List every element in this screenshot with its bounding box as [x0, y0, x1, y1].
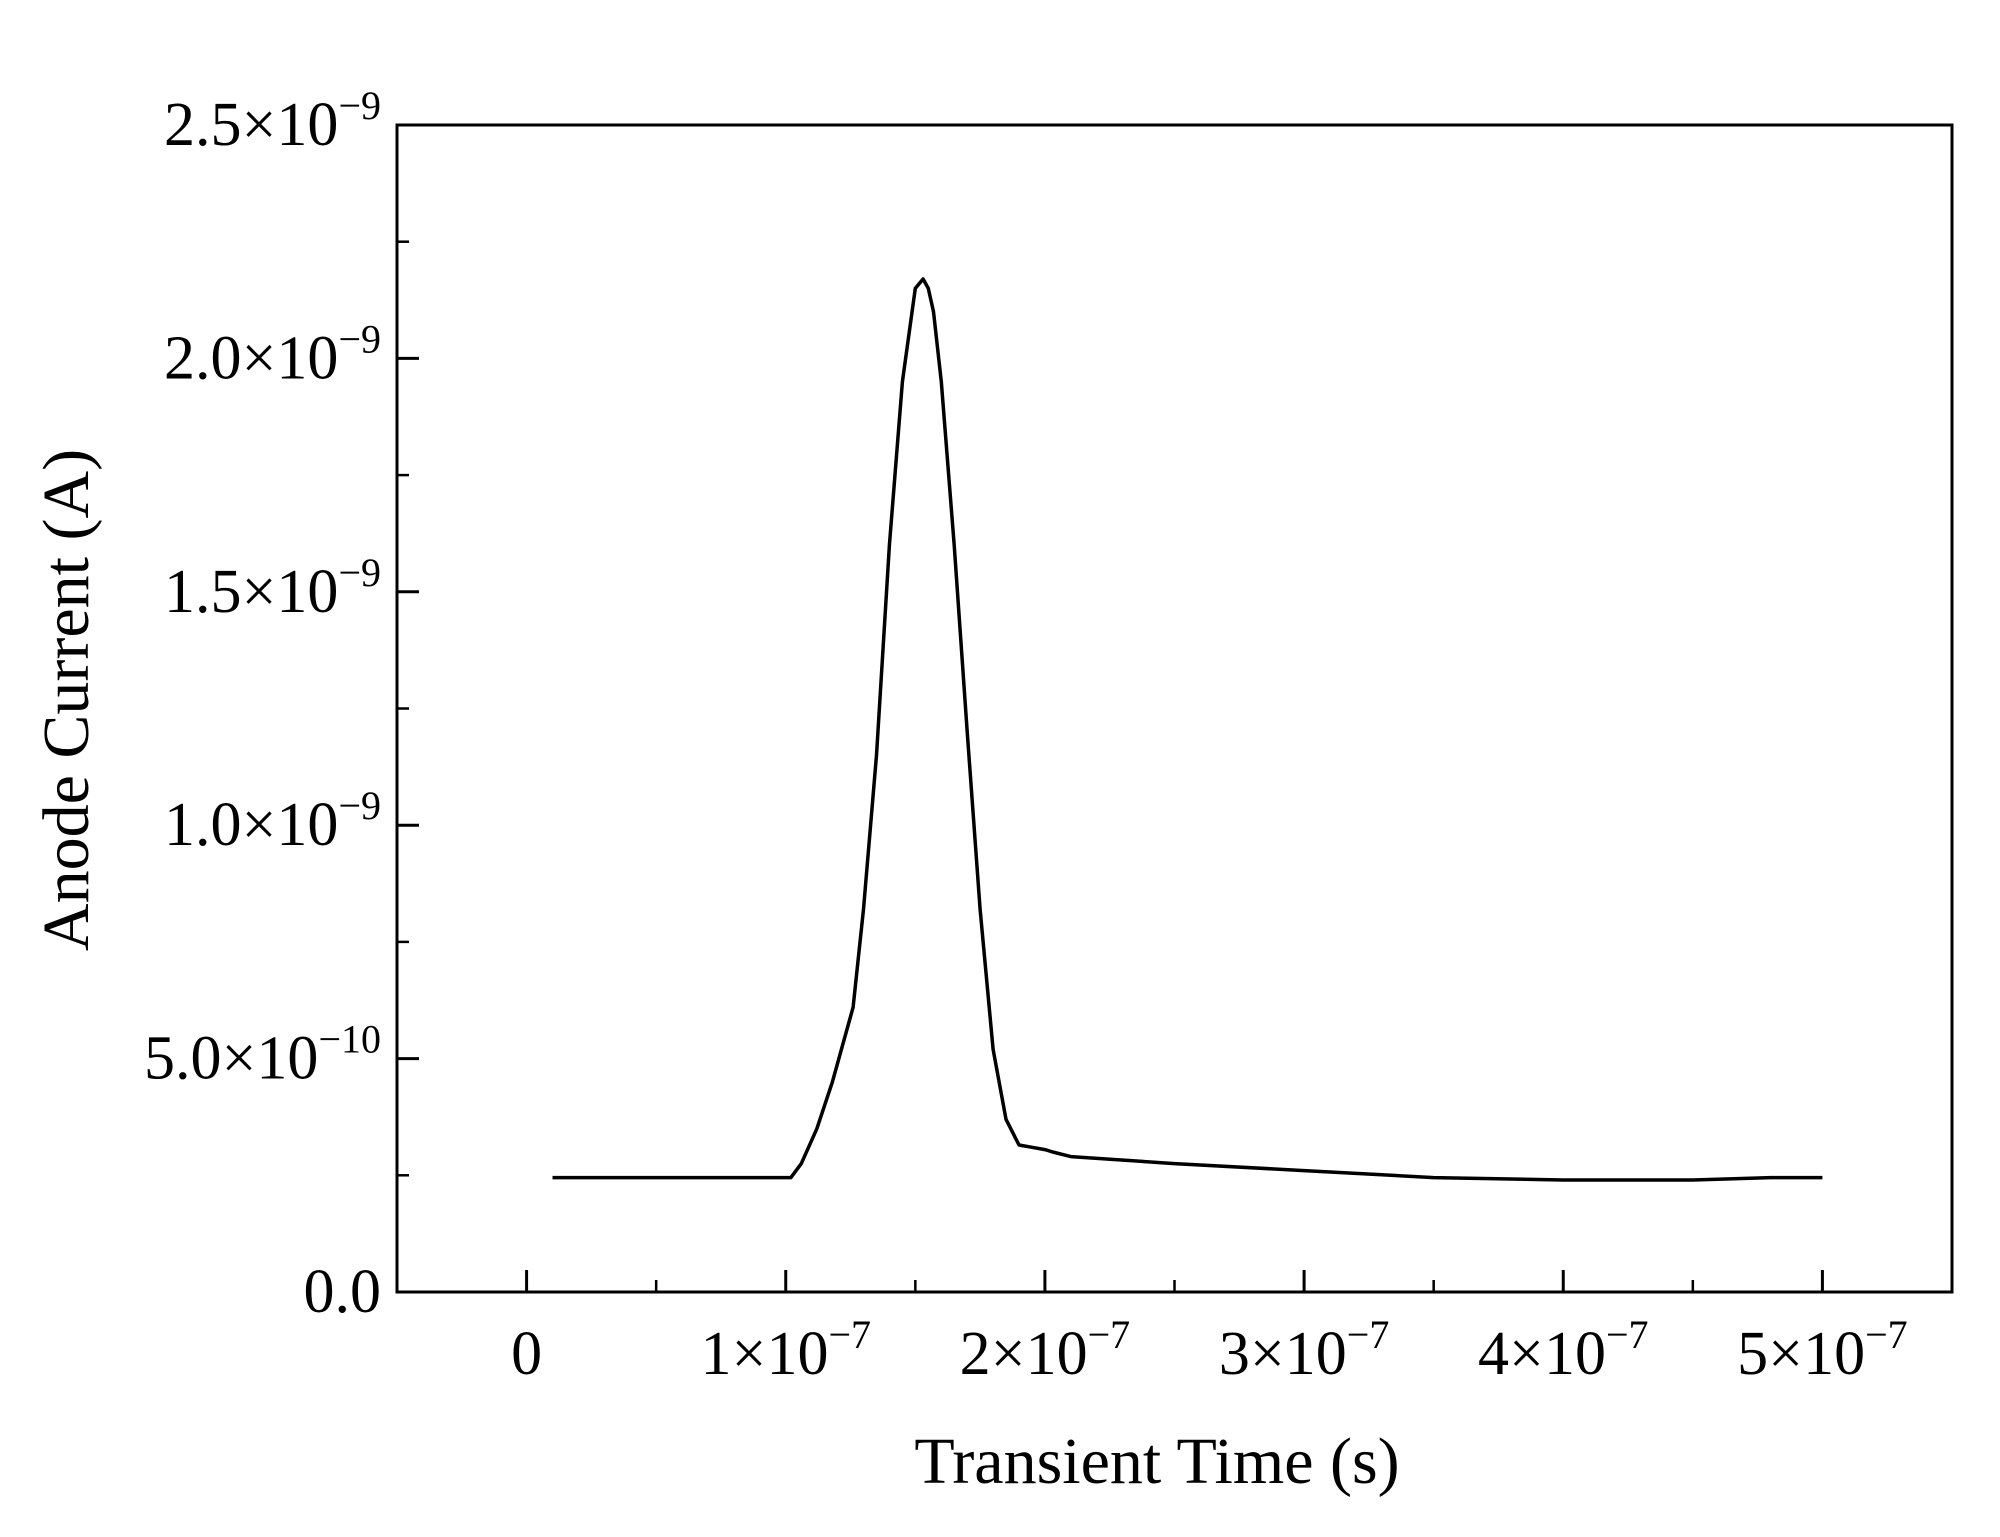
series-line: [552, 277, 1823, 1182]
x-tick-label: 0: [511, 1320, 542, 1388]
y-axis-ticks: [397, 123, 419, 1294]
x-axis-title: Transient Time (s): [914, 1425, 1399, 1498]
y-axis-title: Anode Current (A): [30, 449, 103, 951]
x-tick-label: 2×10−7: [960, 1312, 1131, 1388]
y-tick-label: 1.5×10−9: [164, 550, 381, 626]
y-tick-label: 1.0×10−9: [164, 783, 381, 859]
x-tick-label: 4×10−7: [1478, 1312, 1649, 1388]
x-axis-ticks: [525, 1270, 1824, 1292]
y-tick-label: 2.0×10−9: [164, 316, 381, 392]
y-tick-label: 5.0×10−10: [144, 1017, 381, 1093]
y-tick-label: 0.0: [304, 1258, 382, 1326]
x-tick-label: 5×10−7: [1737, 1312, 1908, 1388]
x-axis-tick-labels: 0 1×10−7 2×10−7 3×10−7 4×10−7 5×10−7: [511, 1312, 1908, 1388]
y-tick-label: 2.5×10−9: [164, 83, 381, 159]
plot-frame: [395, 123, 1954, 1294]
series-group: [552, 277, 1823, 1182]
x-tick-label: 1×10−7: [700, 1312, 871, 1388]
x-tick-label: 3×10−7: [1219, 1312, 1390, 1388]
y-axis-tick-labels: 0.0 5.0×10−10 1.0×10−9 1.5×10−9 2.0×10−9 2.5×…: [144, 83, 381, 1326]
